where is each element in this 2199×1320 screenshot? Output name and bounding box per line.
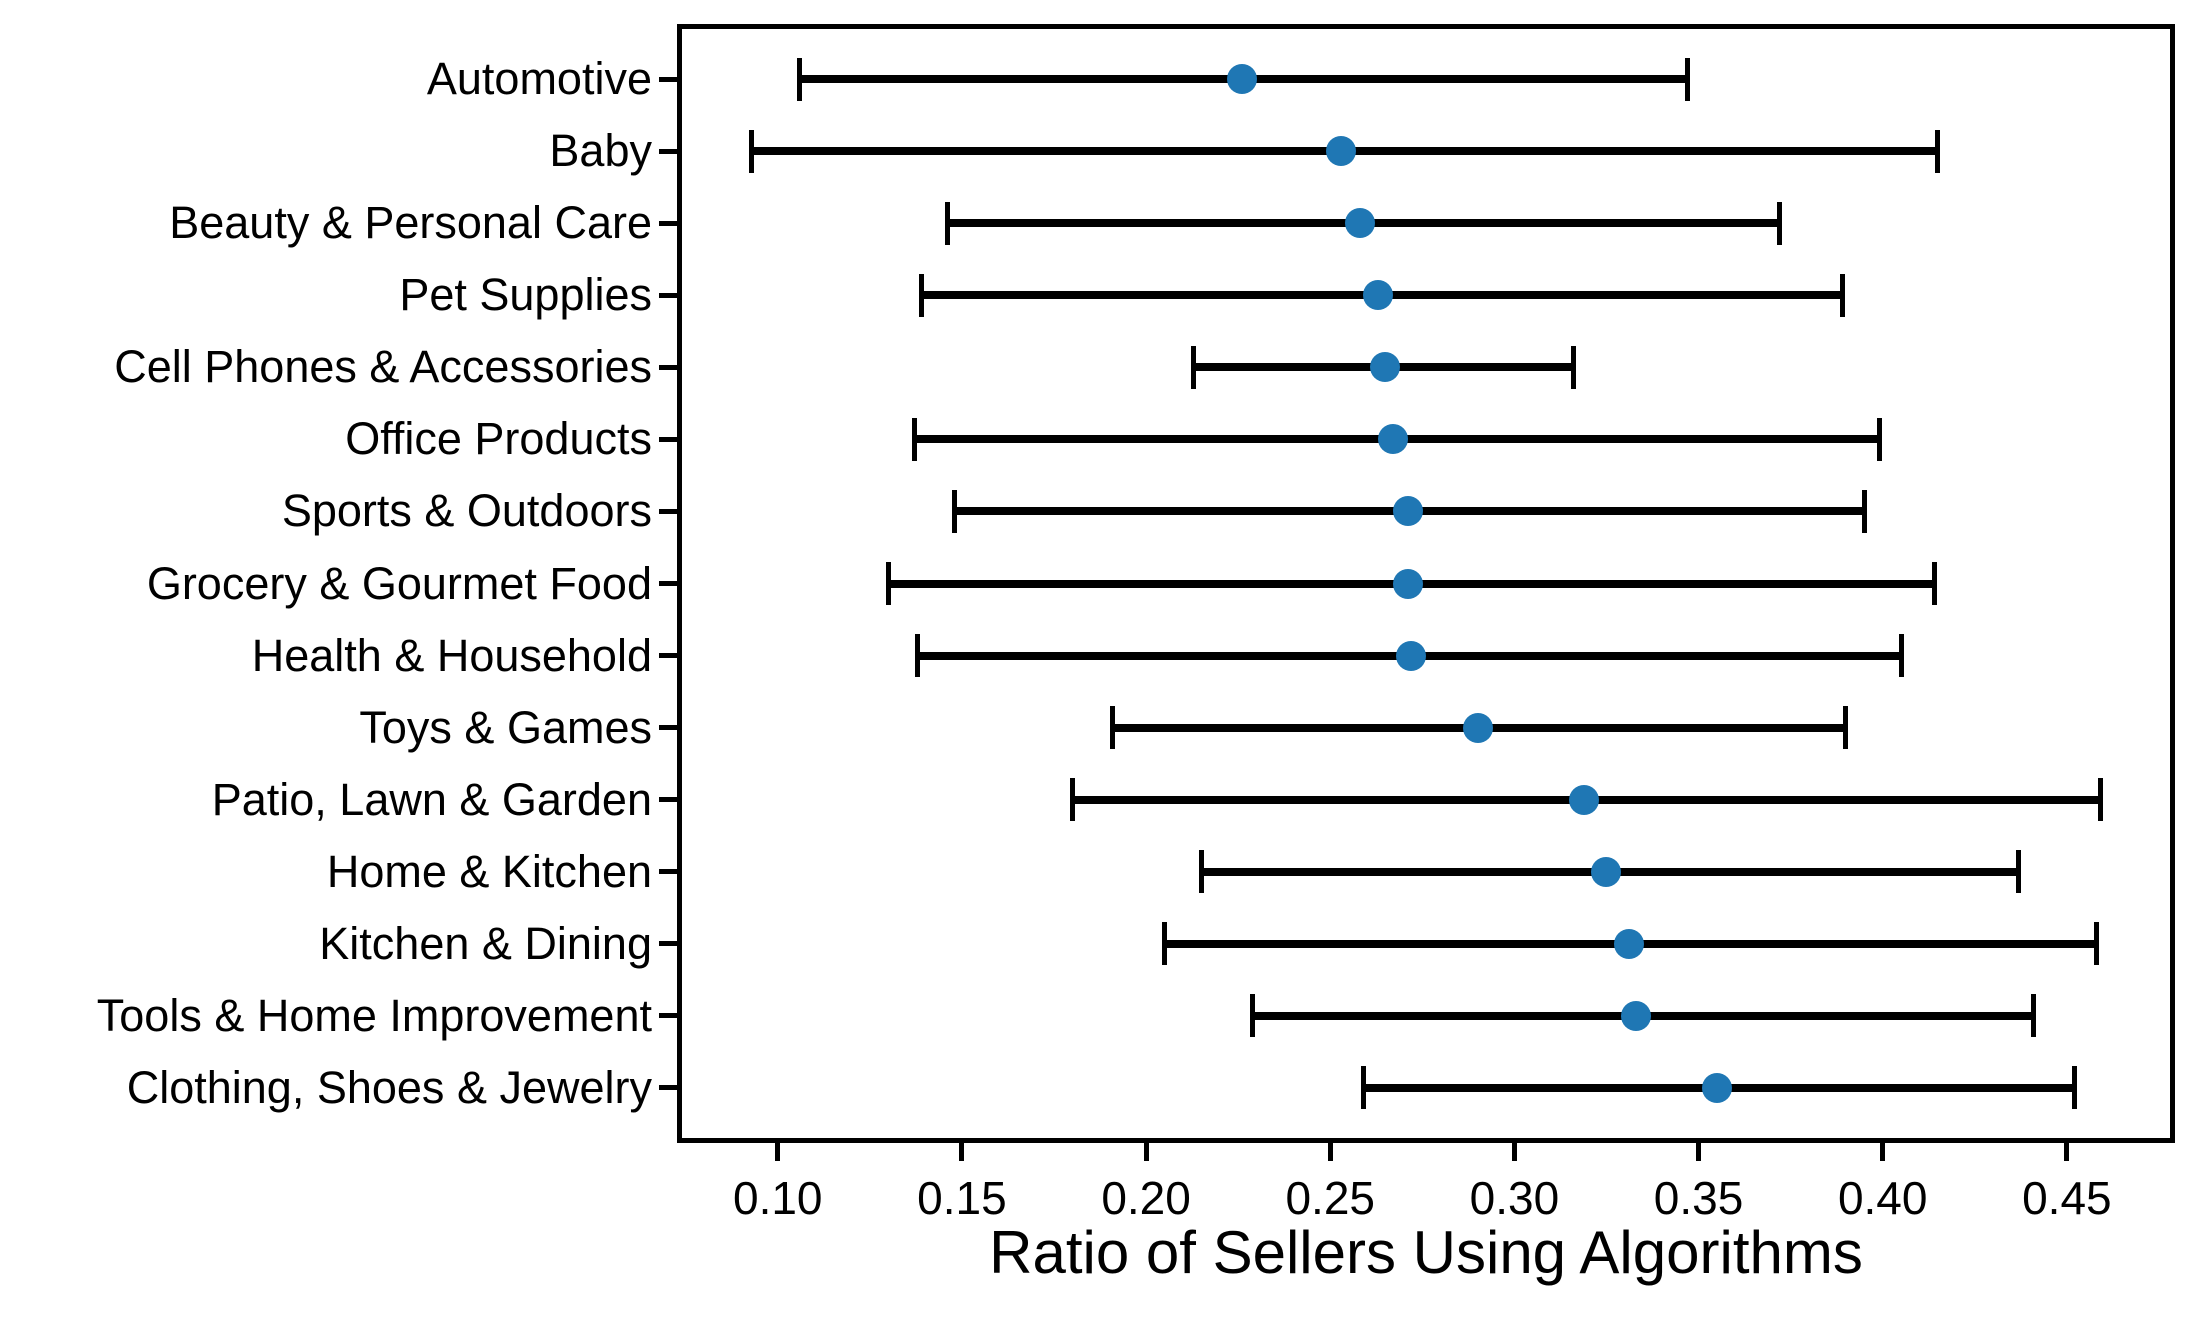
data-point-marker: [1370, 352, 1401, 383]
error-bar-cap-right: [1843, 706, 1849, 750]
error-bar-cap-left: [915, 634, 921, 677]
data-point-marker: [1396, 640, 1427, 671]
error-bar-cap-left: [944, 201, 950, 245]
x-axis-tick-label: 0.25: [1285, 1172, 1375, 1224]
error-bar-cap-left: [1360, 1066, 1366, 1110]
data-point-marker: [1620, 1000, 1651, 1031]
x-axis-tick: [1511, 1138, 1517, 1161]
x-axis-tick: [2064, 1138, 2070, 1161]
y-axis-category-label: Health & Household: [251, 629, 652, 681]
x-axis-tick-label: 0.20: [1101, 1172, 1191, 1224]
y-axis-category-label: Baby: [549, 125, 652, 177]
data-point-marker: [1613, 928, 1644, 959]
y-axis-category-label: Home & Kitchen: [326, 845, 652, 897]
error-bar-cap-right: [1898, 634, 1904, 677]
y-axis-category-label: Office Products: [345, 413, 652, 465]
error-bar-cap-right: [1570, 345, 1576, 389]
error-bar-cap-left: [1110, 706, 1116, 750]
y-axis-tick: [659, 220, 682, 226]
y-axis-tick: [659, 148, 682, 154]
y-axis-tick: [659, 725, 682, 731]
plot-area: 0.10 0.15 0.20 0.25 0.30 0.35 0.40 0.45: [677, 24, 2175, 1224]
error-bar-cap-left: [797, 57, 803, 101]
x-axis-tick: [775, 1138, 781, 1161]
error-bar-cap-left: [1191, 345, 1197, 389]
y-axis-tick: [659, 436, 682, 442]
y-axis-category-label: Tools & Home Improvement: [96, 989, 652, 1041]
x-axis-tick: [1143, 1138, 1149, 1161]
y-axis-tick: [659, 364, 682, 370]
data-point-marker: [1392, 496, 1423, 527]
error-bar-cap-left: [749, 129, 755, 173]
error-bar-cap-right: [2071, 1066, 2077, 1110]
data-point-marker: [1344, 208, 1375, 239]
y-axis-tick: [659, 292, 682, 298]
error-bar-cap-right: [1931, 562, 1937, 605]
data-point-marker: [1701, 1072, 1732, 1103]
y-axis-category-label: Automotive: [426, 53, 652, 105]
data-point-marker: [1363, 280, 1394, 311]
data-point-marker: [1569, 784, 1600, 815]
error-bar-cap-left: [1161, 922, 1167, 966]
x-axis-tick: [1880, 1138, 1886, 1161]
y-axis-tick: [659, 869, 682, 875]
error-bar-cap-right: [1935, 129, 1941, 173]
x-axis-tick: [959, 1138, 965, 1161]
error-bar-cap-right: [1777, 201, 1783, 245]
x-axis-tick: [1327, 1138, 1333, 1161]
y-axis-category-label: Clothing, Shoes & Jewelry: [126, 1061, 652, 1113]
error-bar-cap-left: [952, 489, 958, 533]
error-bar-cap-right: [1861, 489, 1867, 533]
error-bar-cap-right: [2097, 778, 2103, 822]
data-point-marker: [1591, 856, 1622, 887]
error-bar-cap-left: [1250, 994, 1256, 1038]
x-axis-tick-label: 0.40: [1837, 1172, 1928, 1224]
y-axis-tick: [659, 76, 682, 82]
data-point-marker: [1377, 424, 1408, 455]
x-axis-tick-label: 0.35: [1653, 1172, 1744, 1224]
error-bar-cap-left: [1198, 850, 1204, 894]
x-axis-tick-label: 0.10: [732, 1172, 823, 1224]
y-axis-category-label: Grocery & Gourmet Food: [146, 557, 652, 609]
y-axis-tick: [659, 1013, 682, 1019]
y-axis-category-label: Patio, Lawn & Garden: [211, 773, 652, 825]
error-bar-cap-left: [1069, 778, 1075, 822]
x-axis-tick: [1696, 1138, 1702, 1161]
data-point-marker: [1226, 64, 1257, 95]
x-axis-tick-label: 0.45: [2022, 1172, 2112, 1224]
x-axis-tick-label: 0.15: [917, 1172, 1007, 1224]
error-bar-cap-right: [1839, 273, 1845, 317]
error-bar-cap-right: [1685, 57, 1690, 101]
error-bar-cap-right: [2031, 994, 2037, 1038]
x-axis-title: Ratio of Sellers Using Algorithms: [989, 1219, 1863, 1286]
y-axis-tick: [659, 581, 682, 586]
y-axis-category-label: Pet Supplies: [399, 269, 652, 321]
y-axis-tick: [659, 941, 682, 947]
y-axis-tick: [659, 508, 682, 514]
error-bar-cap-right: [2093, 922, 2099, 966]
error-bar-cap-left: [911, 417, 917, 461]
y-axis-tick: [659, 1085, 682, 1091]
y-axis-category-label: Beauty & Personal Care: [169, 197, 652, 249]
y-axis-category-label: Kitchen & Dining: [319, 917, 652, 969]
y-axis-category-label: Cell Phones & Accessories: [114, 341, 652, 393]
y-axis-tick: [659, 797, 682, 803]
error-bar-cap-right: [2016, 850, 2022, 894]
error-bar-cap-left: [918, 273, 924, 317]
x-axis-tick-label: 0.30: [1469, 1172, 1560, 1224]
y-axis-category-label: Sports & Outdoors: [281, 485, 652, 537]
data-point-marker: [1392, 568, 1423, 599]
y-axis-category-label: Toys & Games: [359, 701, 652, 753]
data-point-marker: [1462, 712, 1493, 743]
error-bar-cap-right: [1876, 417, 1882, 461]
error-bar-cap-left: [885, 562, 891, 605]
y-axis-tick: [659, 653, 682, 658]
data-point-marker: [1326, 136, 1357, 167]
